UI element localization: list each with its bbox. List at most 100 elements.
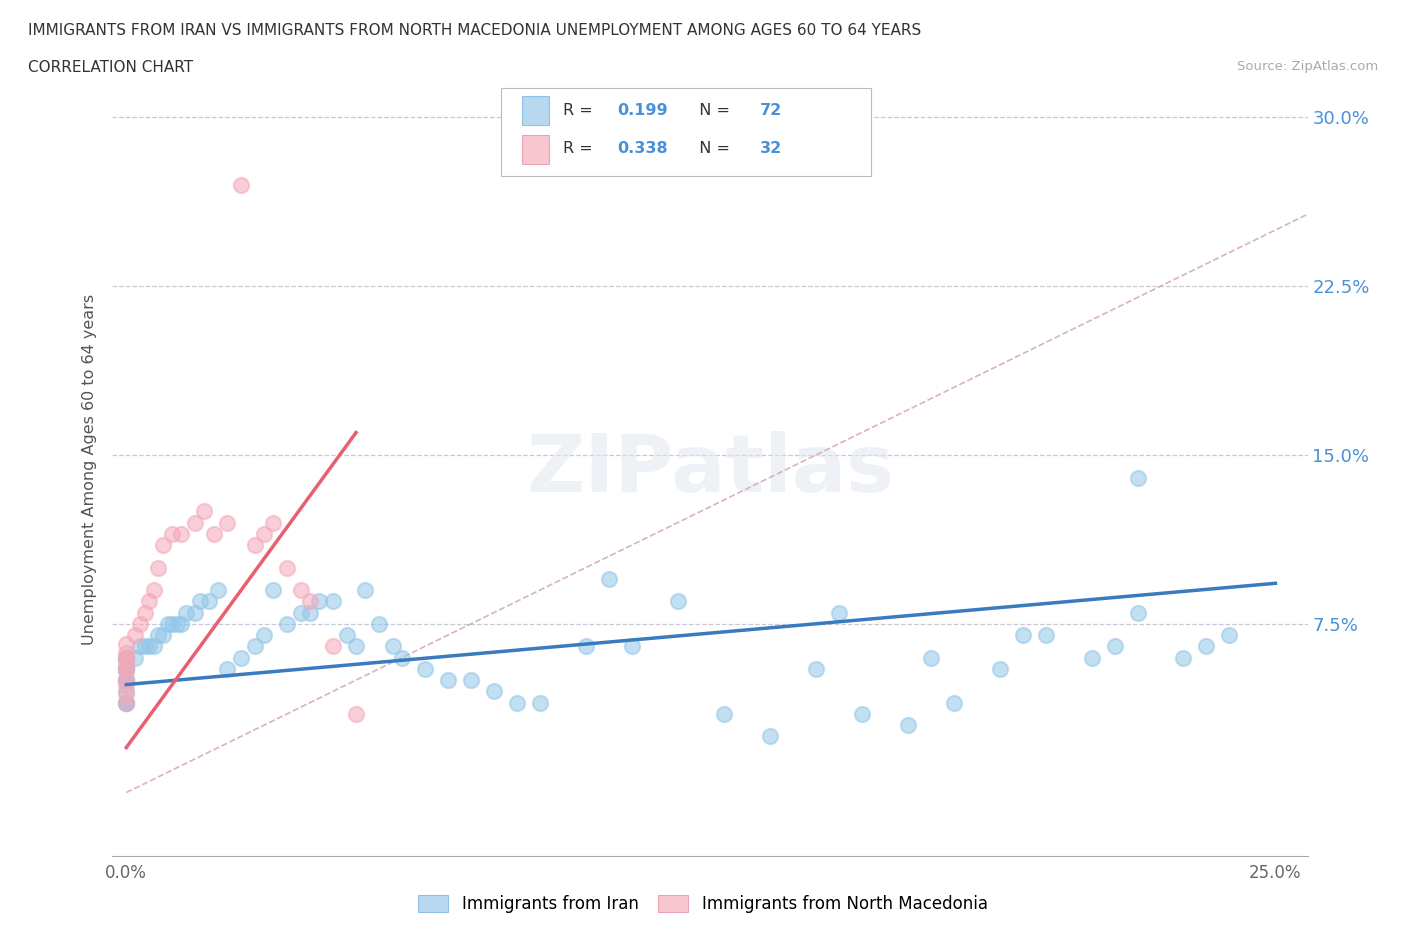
Point	[134, 605, 156, 620]
Text: ZIPatlas: ZIPatlas	[526, 431, 894, 509]
Point	[142, 639, 165, 654]
Text: 32: 32	[761, 141, 783, 156]
Text: IMMIGRANTS FROM IRAN VS IMMIGRANTS FROM NORTH MACEDONIA UNEMPLOYMENT AMONG AGES : IMMIGRANTS FROM IRAN VS IMMIGRANTS FROM …	[28, 23, 921, 38]
Point	[828, 605, 851, 620]
Point	[1011, 628, 1033, 643]
Point	[198, 594, 221, 609]
Point	[115, 677, 138, 692]
Point	[217, 661, 239, 676]
Point	[506, 695, 529, 710]
Point	[138, 594, 160, 609]
Point	[152, 538, 174, 552]
Text: 0.338: 0.338	[617, 141, 668, 156]
Text: N =: N =	[689, 102, 735, 117]
Point	[115, 661, 138, 676]
Point	[174, 605, 197, 620]
Point	[115, 664, 138, 679]
Point	[115, 650, 138, 665]
Point	[437, 672, 460, 687]
Point	[344, 707, 367, 722]
Point	[262, 582, 284, 597]
Point	[413, 661, 436, 676]
Point	[207, 582, 229, 597]
Point	[988, 661, 1011, 676]
Point	[1173, 650, 1195, 665]
Point	[115, 684, 138, 698]
Point	[184, 605, 207, 620]
Point	[920, 650, 942, 665]
Point	[129, 639, 152, 654]
Point	[1126, 470, 1149, 485]
Point	[166, 617, 188, 631]
Point	[193, 504, 215, 519]
Legend: Immigrants from Iran, Immigrants from North Macedonia: Immigrants from Iran, Immigrants from No…	[411, 887, 995, 922]
Point	[598, 571, 620, 586]
Point	[243, 538, 266, 552]
Point	[115, 659, 138, 674]
Point	[253, 628, 276, 643]
Point	[115, 695, 138, 710]
Point	[529, 695, 551, 710]
Point	[276, 560, 298, 575]
Point	[290, 605, 312, 620]
Point	[575, 639, 598, 654]
Point	[115, 661, 138, 676]
Point	[897, 718, 920, 733]
Point	[217, 515, 239, 530]
Point	[115, 650, 138, 665]
Point	[308, 594, 330, 609]
Text: Source: ZipAtlas.com: Source: ZipAtlas.com	[1237, 60, 1378, 73]
Point	[115, 661, 138, 676]
Point	[115, 695, 138, 710]
Text: R =: R =	[562, 141, 598, 156]
Point	[115, 695, 138, 710]
Point	[115, 645, 138, 660]
Point	[1218, 628, 1240, 643]
Point	[482, 684, 505, 698]
Point	[170, 617, 193, 631]
Point	[156, 617, 179, 631]
FancyBboxPatch shape	[523, 96, 548, 126]
Point	[299, 605, 322, 620]
Point	[322, 639, 344, 654]
Point	[115, 672, 138, 687]
Point	[134, 639, 156, 654]
Point	[276, 617, 298, 631]
Point	[336, 628, 359, 643]
Point	[115, 672, 138, 687]
Point	[620, 639, 643, 654]
Point	[759, 729, 782, 744]
Point	[115, 695, 138, 710]
Point	[713, 707, 735, 722]
Y-axis label: Unemployment Among Ages 60 to 64 years: Unemployment Among Ages 60 to 64 years	[82, 294, 97, 645]
Point	[344, 639, 367, 654]
Point	[262, 515, 284, 530]
Point	[381, 639, 404, 654]
Point	[1104, 639, 1126, 654]
Point	[162, 617, 183, 631]
Point	[202, 526, 225, 541]
Point	[299, 594, 322, 609]
Point	[354, 582, 377, 597]
Point	[184, 515, 207, 530]
Text: R =: R =	[562, 102, 598, 117]
Point	[231, 178, 253, 193]
Point	[162, 526, 183, 541]
Point	[115, 637, 138, 652]
Point	[1195, 639, 1218, 654]
Point	[148, 560, 170, 575]
Point	[290, 582, 312, 597]
Point	[142, 582, 165, 597]
Point	[115, 672, 138, 687]
Point	[124, 628, 146, 643]
Point	[1035, 628, 1057, 643]
Point	[170, 526, 193, 541]
Point	[322, 594, 344, 609]
Point	[851, 707, 873, 722]
Point	[115, 686, 138, 701]
Point	[138, 639, 160, 654]
Point	[115, 650, 138, 665]
Point	[231, 650, 253, 665]
Point	[666, 594, 689, 609]
FancyBboxPatch shape	[501, 87, 872, 177]
